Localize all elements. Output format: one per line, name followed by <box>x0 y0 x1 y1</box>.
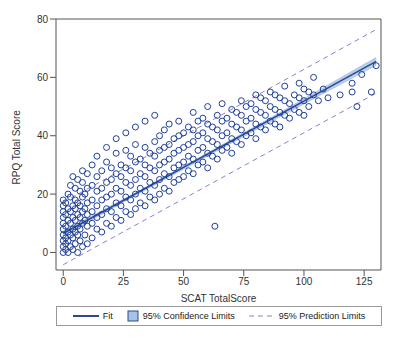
svg-text:40: 40 <box>37 130 49 141</box>
svg-text:25: 25 <box>118 276 130 287</box>
svg-text:100: 100 <box>296 276 313 287</box>
svg-text:RPQ Total Score: RPQ Total Score <box>11 110 22 185</box>
svg-text:0: 0 <box>42 247 48 258</box>
svg-text:60: 60 <box>37 72 49 83</box>
svg-text:50: 50 <box>178 276 190 287</box>
svg-text:125: 125 <box>356 276 373 287</box>
svg-text:75: 75 <box>238 276 250 287</box>
svg-text:SCAT TotalScore: SCAT TotalScore <box>181 293 257 304</box>
svg-text:20: 20 <box>37 189 49 200</box>
html-text:Fit: Fit <box>102 311 113 321</box>
svg-text:80: 80 <box>37 14 49 25</box>
html-text:95% Confidence Limits: 95% Confidence Limits <box>142 311 235 321</box>
html-text:95% Prediction Limits: 95% Prediction Limits <box>278 311 366 321</box>
svg-text:0: 0 <box>60 276 66 287</box>
